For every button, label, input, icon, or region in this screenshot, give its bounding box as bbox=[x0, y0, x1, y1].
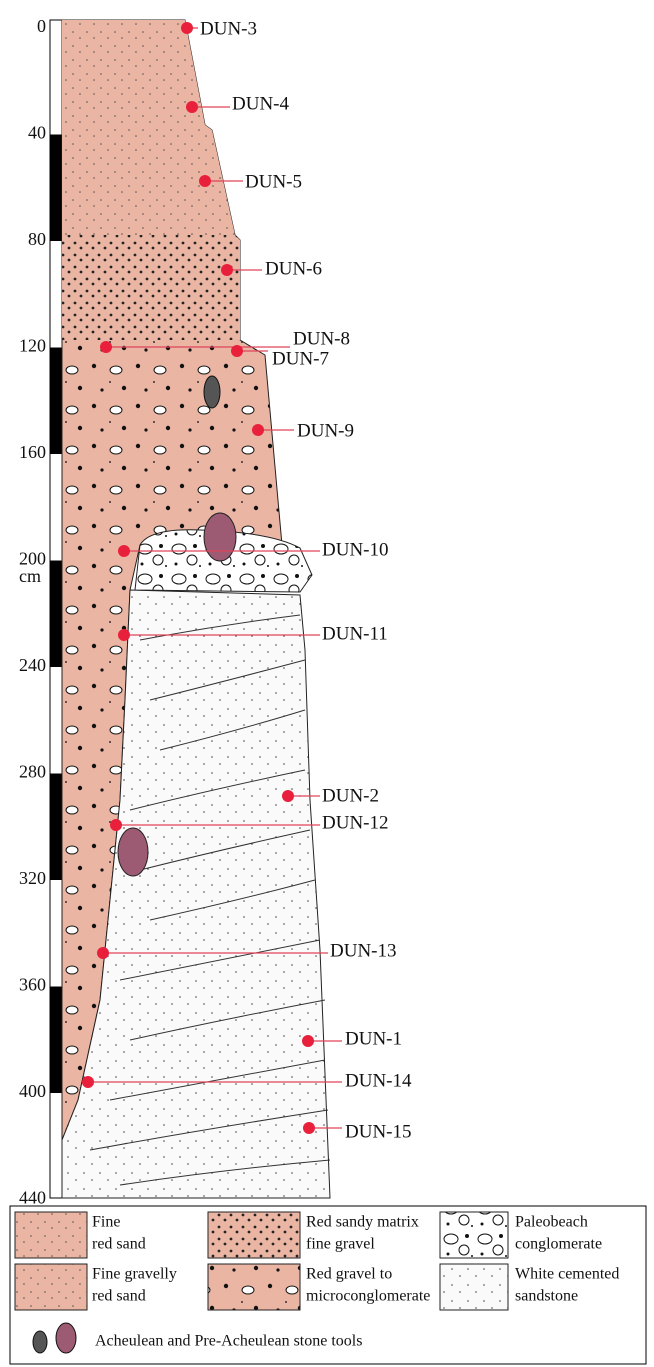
legend-label: Red gravel to bbox=[306, 1266, 392, 1283]
depth-tick-label: 200 bbox=[19, 549, 46, 569]
sample-point bbox=[118, 629, 130, 641]
depth-tick-label: 320 bbox=[19, 868, 46, 888]
white-sandstone bbox=[61, 589, 331, 1199]
sample-point bbox=[118, 545, 130, 557]
legend-label: sandstone bbox=[515, 1288, 578, 1305]
legend-swatch bbox=[14, 1211, 88, 1259]
legend-label: White cemented bbox=[515, 1266, 619, 1283]
legend-swatch bbox=[14, 1263, 88, 1311]
sample-label: DUN-13 bbox=[330, 940, 397, 961]
sample-label: DUN-3 bbox=[200, 18, 257, 39]
sample-label: DUN-5 bbox=[245, 171, 302, 192]
stone-tool bbox=[203, 375, 221, 409]
sample-label: DUN-15 bbox=[345, 1121, 412, 1142]
depth-tick-label: 440 bbox=[19, 1188, 46, 1208]
legend-tool-icon bbox=[32, 1330, 48, 1354]
sample-label: DUN-8 bbox=[293, 328, 350, 349]
ruler-bar bbox=[50, 347, 62, 454]
ruler-bar bbox=[50, 134, 62, 241]
legend-label: microconglomerate bbox=[306, 1288, 430, 1305]
depth-tick-label: 400 bbox=[19, 1081, 46, 1101]
ruler-bar bbox=[50, 560, 62, 667]
sample-label: DUN-4 bbox=[232, 93, 289, 114]
legend-label: red sand bbox=[92, 1288, 146, 1305]
sample-point bbox=[186, 101, 198, 113]
depth-tick-label: 80 bbox=[28, 229, 46, 249]
stone-tool bbox=[117, 827, 149, 877]
depth-tick-label: 160 bbox=[19, 442, 46, 462]
bedding-lines bbox=[89, 614, 331, 1186]
depth-tick-label: 240 bbox=[19, 655, 46, 675]
depth-tick-label: 0 bbox=[37, 16, 46, 36]
depth-tick-label: 40 bbox=[28, 123, 46, 143]
sample-label: DUN-1 bbox=[345, 1028, 402, 1049]
sample-point bbox=[97, 947, 109, 959]
legend-swatch bbox=[439, 1211, 509, 1259]
sample-label: DUN-9 bbox=[297, 420, 354, 441]
sample-point bbox=[221, 264, 233, 276]
legend-tool-icon bbox=[55, 1322, 77, 1354]
sample-label: DUN-6 bbox=[265, 258, 322, 279]
sample-point bbox=[303, 1122, 315, 1134]
sample-point bbox=[282, 790, 294, 802]
legend-swatch bbox=[207, 1211, 301, 1259]
legend-swatch bbox=[207, 1263, 301, 1311]
sample-point bbox=[199, 175, 211, 187]
depth-tick-label: 280 bbox=[19, 762, 46, 782]
ruler-bar bbox=[50, 986, 62, 1093]
legend-swatch bbox=[439, 1263, 509, 1311]
sample-point bbox=[100, 341, 112, 353]
sample-label: DUN-14 bbox=[345, 1070, 412, 1091]
legend-box bbox=[9, 1205, 647, 1365]
legend-label: fine gravel bbox=[306, 1236, 375, 1253]
legend-label: Paleobeach bbox=[515, 1214, 588, 1231]
legend-label: Fine bbox=[92, 1214, 120, 1231]
sample-label: DUN-2 bbox=[322, 785, 379, 806]
sample-label: DUN-12 bbox=[322, 812, 389, 833]
sample-point bbox=[82, 1076, 94, 1088]
unit-label: cm bbox=[19, 566, 41, 586]
ruler-bar bbox=[50, 773, 62, 880]
legend-tools: Acheulean and Pre-Acheulean stone tools bbox=[95, 1333, 362, 1350]
ruler-bars bbox=[50, 134, 62, 1093]
stone-tool bbox=[203, 512, 237, 562]
legend-label: Red sandy matrix bbox=[306, 1214, 419, 1231]
sample-point bbox=[231, 345, 243, 357]
legend-label: red sand bbox=[92, 1236, 146, 1253]
legend-label: Fine gravelly bbox=[92, 1266, 177, 1283]
sample-point bbox=[110, 819, 122, 831]
depth-tick-label: 120 bbox=[19, 336, 46, 356]
sample-point bbox=[302, 1035, 314, 1047]
sample-label: DUN-10 bbox=[322, 539, 389, 560]
legend-label: conglomerate bbox=[515, 1236, 602, 1253]
sample-point bbox=[252, 424, 264, 436]
sample-point bbox=[181, 22, 193, 34]
sample-label: DUN-7 bbox=[272, 348, 329, 369]
sample-label: DUN-11 bbox=[322, 623, 388, 644]
depth-tick-label: 360 bbox=[19, 975, 46, 995]
